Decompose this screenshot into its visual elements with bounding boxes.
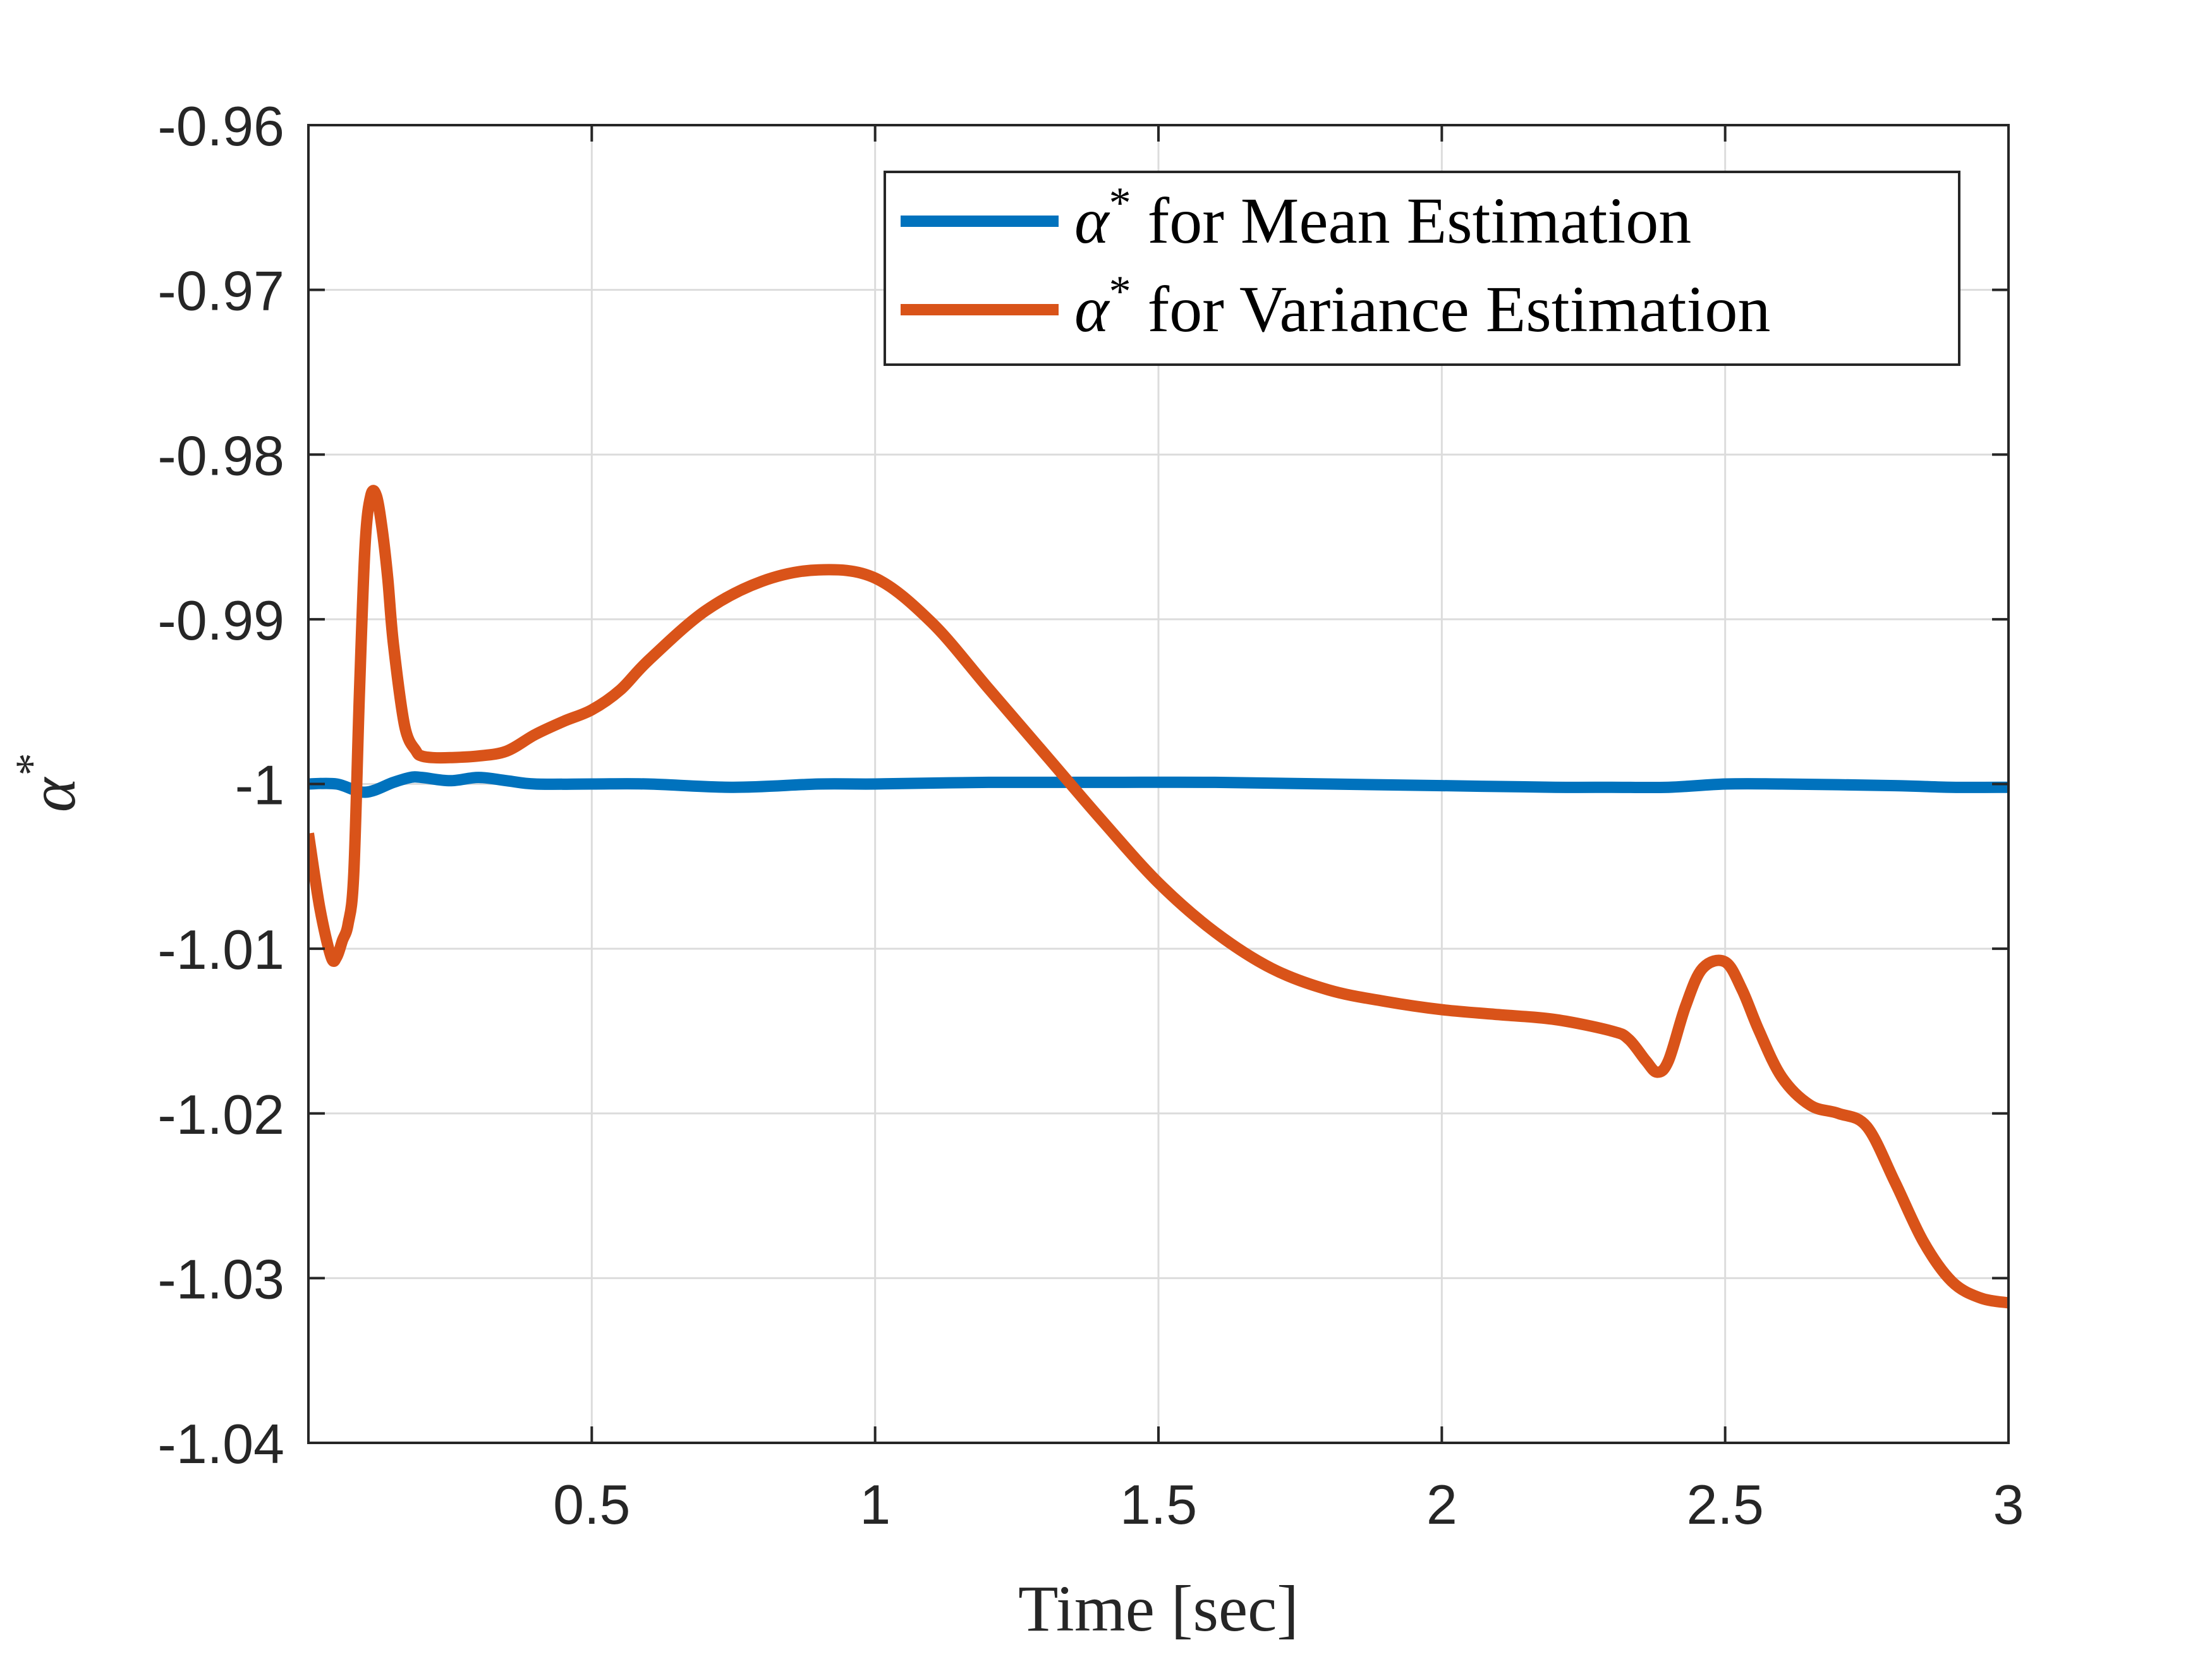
- y-tick-label: -0.99: [157, 589, 284, 652]
- x-tick-label: 3: [1993, 1473, 2024, 1536]
- y-tick-label: -1.03: [157, 1248, 284, 1310]
- legend-label: α* for Mean Estimation: [1074, 179, 1691, 257]
- legend-label: α* for Variance Estimation: [1074, 267, 1770, 346]
- y-tick-label: -1: [235, 754, 284, 817]
- x-tick-label: 2.5: [1686, 1473, 1763, 1536]
- y-axis-title: α*: [6, 755, 89, 813]
- legend-box: [884, 171, 1960, 366]
- y-tick-label: -0.98: [157, 424, 284, 487]
- x-tick-label: 0.5: [553, 1473, 630, 1536]
- y-tick-label: -1.02: [157, 1083, 284, 1146]
- y-tick-label: -1.04: [157, 1413, 284, 1475]
- y-axis-symbol: α: [16, 776, 89, 812]
- y-axis-superscript: *: [6, 755, 57, 778]
- series-layer: [308, 485, 2008, 1309]
- x-tick-label: 1.5: [1120, 1473, 1197, 1536]
- x-tick-label: 2: [1426, 1473, 1457, 1536]
- y-tick-label: -0.97: [157, 260, 284, 322]
- x-tick-label: 1: [860, 1473, 890, 1536]
- y-axis-title-text: α*: [6, 755, 89, 813]
- legend: α* for Mean Estimation α* for Variance Es…: [884, 171, 1960, 366]
- variance-estimation-line: [308, 485, 2008, 1309]
- y-tick-labels: -1.04 -1.03 -1.02 -1.01 -1 -0.99 -0.98 -0.97 -0.…: [157, 95, 284, 1475]
- x-axis-title: Time [sec]: [1018, 1572, 1299, 1645]
- y-tick-label: -1.01: [157, 918, 284, 981]
- x-tick-labels: 0.5 1 1.5 2 2.5 3: [553, 1473, 2024, 1536]
- mean-estimation-line: [308, 771, 2008, 798]
- legend-entries: α* for Mean Estimation α* for Variance Es…: [901, 179, 1770, 346]
- tick-marks: [308, 124, 2010, 1444]
- y-tick-label: -0.96: [157, 95, 284, 157]
